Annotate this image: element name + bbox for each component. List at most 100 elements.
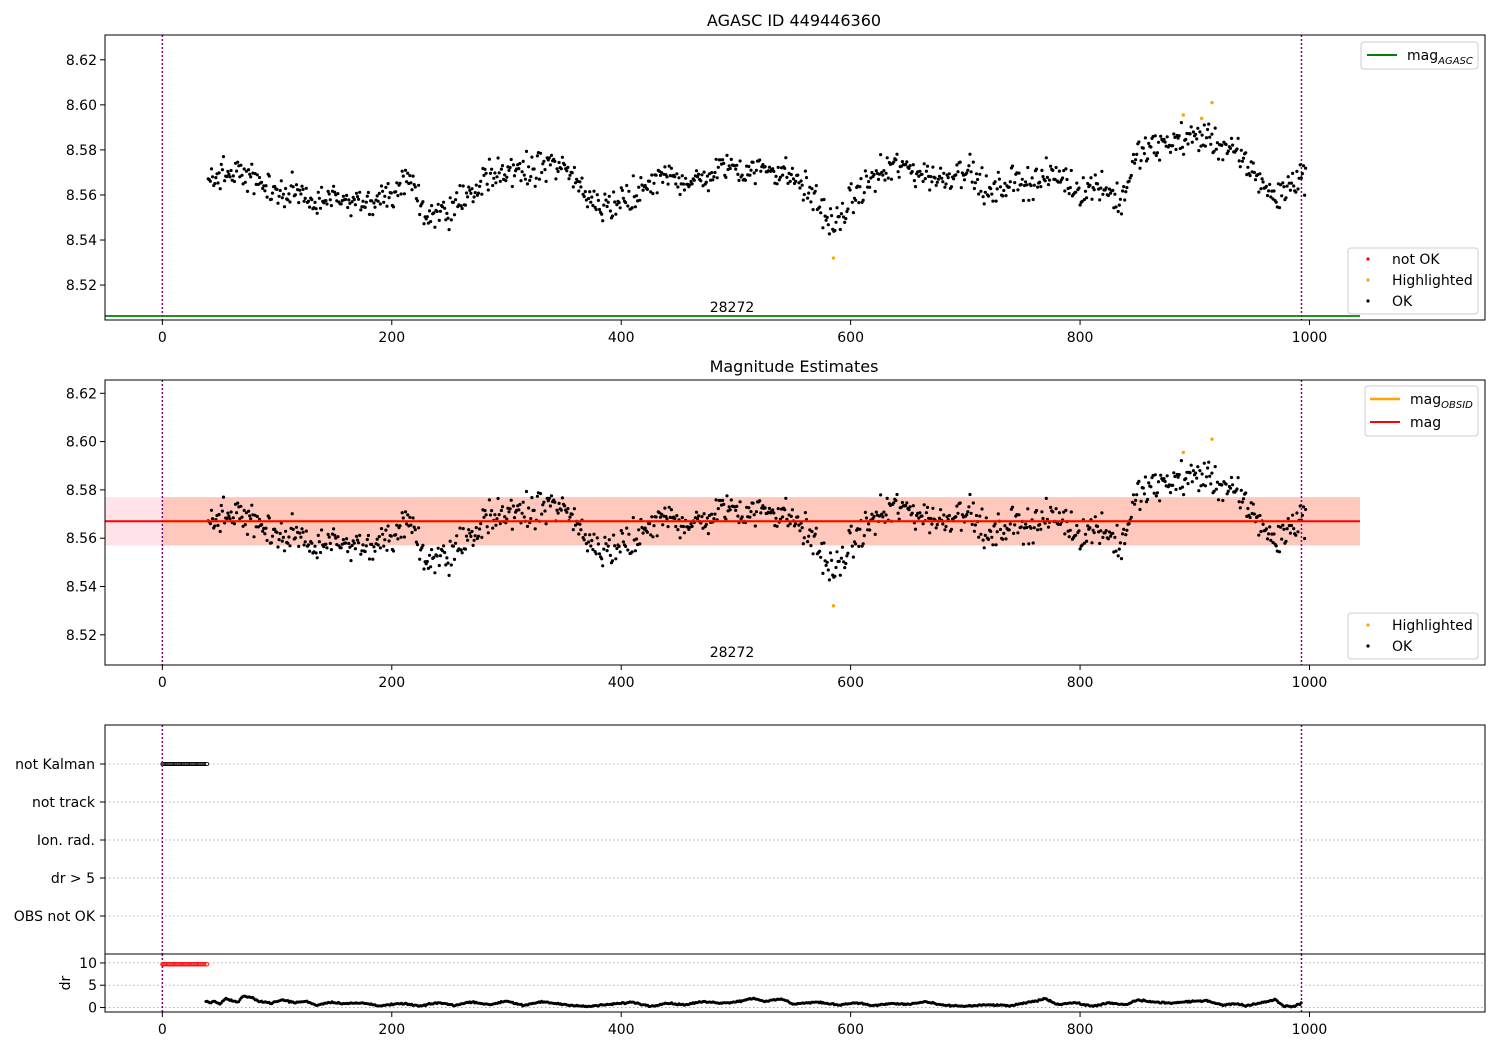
agasc-ok-point <box>982 202 986 206</box>
estimates-ok-point <box>402 535 406 539</box>
agasc-ok-point <box>928 188 932 192</box>
estimates-ok-point <box>579 528 583 532</box>
estimates-ok-point <box>541 503 545 507</box>
agasc-ok-point <box>1163 140 1167 144</box>
agasc-ok-point <box>807 191 811 195</box>
estimates-ok-point <box>364 544 368 548</box>
agasc-ok-point <box>483 167 487 171</box>
agasc-ok-point <box>602 203 606 207</box>
estimates-ok-point <box>1244 491 1248 495</box>
agasc-ok-point <box>478 184 482 188</box>
estimates-ok-point <box>1282 527 1286 531</box>
estimates-ok-point <box>436 546 440 550</box>
agasc-ok-point <box>727 164 731 168</box>
estimates-ok-point <box>900 500 905 505</box>
estimates-ok-point <box>1186 482 1190 486</box>
estimates-ytick-label: 8.62 <box>66 386 97 402</box>
estimates-ok-point <box>650 515 654 519</box>
estimates-ok-point <box>375 537 379 541</box>
agasc-ok-point <box>835 206 839 210</box>
estimates-ok-point <box>373 549 377 553</box>
agasc-ok-point <box>1143 136 1147 140</box>
estimates-ok-point <box>347 541 351 546</box>
agasc-ok-point <box>1010 164 1015 168</box>
agasc-ok-point <box>884 171 888 175</box>
estimates-ok-point <box>1259 529 1263 534</box>
agasc-ok-point <box>997 177 1002 181</box>
agasc-ok-point <box>523 177 528 181</box>
agasc-ok-point <box>813 189 817 193</box>
agasc-ok-point <box>640 183 644 187</box>
estimates-ok-point <box>510 527 514 531</box>
estimates-ok-point <box>1124 533 1128 537</box>
estimates-ok-point <box>828 551 833 555</box>
estimates-ok-point <box>449 563 453 567</box>
estimates-ok-point <box>907 508 911 512</box>
estimates-ok-point <box>702 512 706 516</box>
agasc-ok-point <box>350 200 354 204</box>
estimates-ok-point <box>981 538 985 542</box>
estimates-ok-point <box>371 557 375 561</box>
estimates-ok-point <box>620 531 625 535</box>
estimates-ok-point <box>680 516 684 520</box>
agasc-ok-point <box>361 199 365 203</box>
estimates-ok-point <box>634 537 639 541</box>
agasc-ok-point <box>375 194 379 198</box>
dr-ytick-label: 5 <box>88 978 97 994</box>
estimates-ok-point <box>366 533 370 538</box>
estimates-ok-point <box>848 531 852 535</box>
dr-xtick-label: 400 <box>608 1022 635 1038</box>
agasc-ok-point <box>432 211 436 215</box>
agasc-ok-point <box>549 153 554 157</box>
estimates-ok-point <box>260 523 264 527</box>
agasc-ok-point <box>1038 180 1042 184</box>
agasc-ok-point <box>666 182 670 186</box>
agasc-ok-point <box>282 205 287 209</box>
estimates-ok-point <box>252 535 256 539</box>
agasc-ok-point <box>440 205 445 209</box>
estimates-ok-point <box>473 534 477 538</box>
agasc-ok-point <box>689 179 693 184</box>
agasc-ok-point <box>1236 136 1240 140</box>
estimates-ok-point <box>1129 515 1133 519</box>
agasc-ok-point <box>1304 166 1308 170</box>
estimates-ok-point <box>814 526 818 530</box>
estimates-ok-point <box>837 559 841 564</box>
agasc-ok-point <box>676 185 680 189</box>
agasc-ok-point <box>540 170 544 175</box>
agasc-ok-point <box>711 178 715 182</box>
agasc-ok-point <box>316 190 320 194</box>
agasc-ok-point <box>955 163 959 167</box>
estimates-ok-point <box>1116 554 1120 558</box>
agasc-obsid-annotation: 28272 <box>710 300 755 316</box>
agasc-ok-point <box>743 178 748 182</box>
estimates-ok-point <box>663 506 667 510</box>
estimates-ok-point <box>1002 531 1006 536</box>
agasc-ok-point <box>797 181 801 185</box>
agasc-ok-point <box>851 211 856 215</box>
estimates-ok-point <box>840 545 845 549</box>
agasc-ok-point <box>490 167 494 171</box>
estimates-ok-point <box>1063 532 1067 536</box>
estimates-ok-point <box>1090 541 1094 545</box>
agasc-ok-point <box>749 168 753 172</box>
agasc-ok-point <box>1209 142 1213 146</box>
agasc-ok-point <box>882 169 886 173</box>
agasc-ok-point <box>1229 136 1234 140</box>
agasc-ok-point <box>803 169 808 173</box>
agasc-ytick-label: 8.56 <box>66 188 97 204</box>
estimates-ok-point <box>1248 515 1252 520</box>
agasc-ok-point <box>1196 126 1200 130</box>
agasc-ok-point <box>582 194 586 199</box>
agasc-ok-point <box>521 159 525 163</box>
estimates-ok-point <box>474 526 478 530</box>
agasc-ok-point <box>1171 144 1175 148</box>
agasc-ok-point <box>494 181 498 185</box>
agasc-ok-point <box>463 203 467 207</box>
agasc-ok-point <box>225 175 229 179</box>
agasc-ok-point <box>366 190 370 195</box>
estimates-ok-point <box>327 535 331 539</box>
estimates-ok-point <box>920 514 924 518</box>
agasc-highlighted-point <box>831 256 836 260</box>
